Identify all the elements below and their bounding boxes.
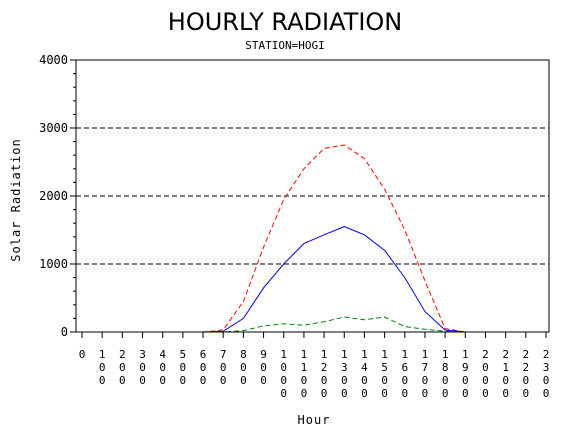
- chart-title: HOURLY RADIATION: [168, 8, 402, 36]
- y-axis-ticks: 0 1000 2000 3000 4000: [39, 53, 76, 339]
- y-tick-label-1000: 1000: [39, 257, 68, 271]
- chart-subtitle: STATION=HOGI: [245, 39, 324, 52]
- grid-lines: [76, 59, 549, 265]
- y-tick-label-0: 0: [61, 325, 68, 339]
- y-tick-label-3000: 3000: [39, 121, 68, 135]
- series-line-3: [82, 316, 546, 333]
- series-line-1: [82, 144, 546, 333]
- x-axis-ticks: 0 1 0 0 2 0 0 3 0 0 4 0 0 5 0 0 6 0 0 7 0 0 8 0 0 9 0 0 1 0 0 0 1 1 0 0 1 2 0 0…: [79, 332, 550, 400]
- series-lines: [82, 144, 546, 333]
- series-line-2: [82, 226, 546, 333]
- x-tick-label-0: 0: [79, 348, 86, 361]
- x-axis-label: Hour: [298, 413, 331, 427]
- y-tick-label-2000: 2000: [39, 189, 68, 203]
- y-tick-label-4000: 4000: [39, 53, 68, 67]
- y-axis-label: Solar Radiation: [9, 138, 23, 261]
